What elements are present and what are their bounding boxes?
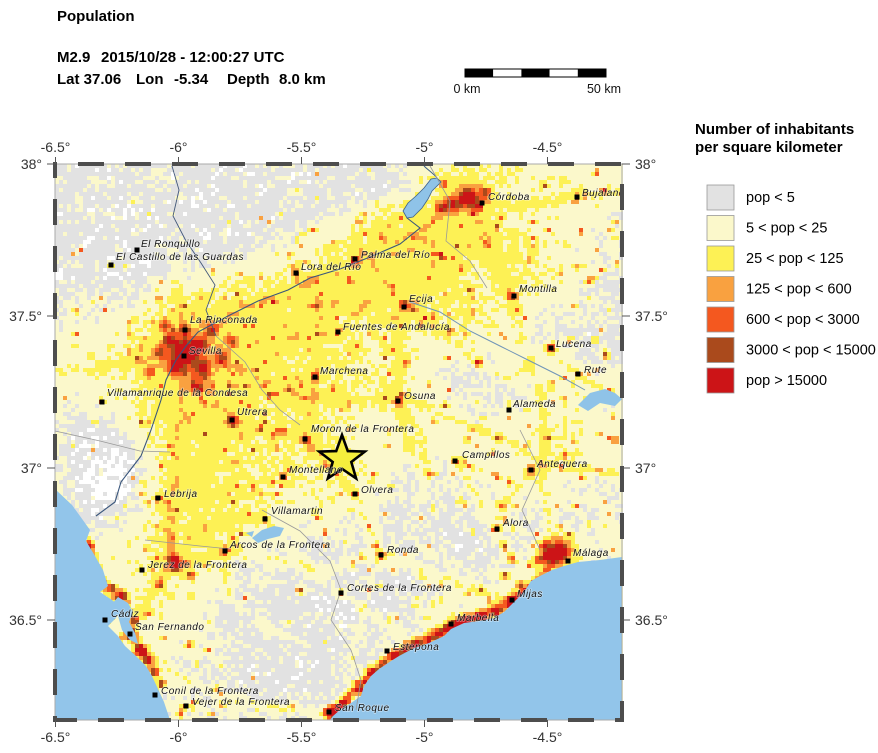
svg-text:Marchena: Marchena (320, 366, 368, 377)
svg-text:37°: 37° (21, 460, 42, 476)
svg-text:Lora del Río: Lora del Río (301, 262, 361, 273)
svg-text:-6.5°: -6.5° (41, 139, 71, 155)
svg-text:-5°: -5° (415, 139, 433, 155)
svg-text:37.5°: 37.5° (9, 308, 42, 324)
svg-text:El Ronquillo: El Ronquillo (141, 239, 200, 250)
svg-text:Villamanrique de la Condesa: Villamanrique de la Condesa (107, 388, 248, 399)
svg-text:San Fernando: San Fernando (135, 622, 204, 633)
svg-text:Number of inhabitants: Number of inhabitants (695, 121, 854, 138)
svg-text:Cortes de la Frontera: Cortes de la Frontera (347, 583, 452, 594)
svg-text:Villamartin: Villamartin (271, 506, 323, 517)
svg-text:per square kilometer: per square kilometer (695, 139, 843, 156)
svg-text:Málaga: Málaga (573, 548, 609, 559)
svg-text:Vejer de la Frontera: Vejer de la Frontera (192, 697, 290, 708)
svg-text:San Roque: San Roque (335, 703, 390, 714)
svg-text:36.5°: 36.5° (635, 612, 668, 628)
svg-text:50 km: 50 km (587, 82, 621, 96)
svg-text:Lebrija: Lebrija (164, 489, 198, 500)
svg-text:Cádiz: Cádiz (111, 609, 139, 620)
svg-text:Rute: Rute (584, 365, 607, 376)
svg-text:-6°: -6° (169, 139, 187, 155)
svg-text:La Rinconada: La Rinconada (190, 315, 258, 326)
svg-text:-6.5°: -6.5° (41, 729, 71, 745)
svg-text:3000 < pop < 15000: 3000 < pop < 15000 (746, 343, 876, 359)
svg-text:-6°: -6° (169, 729, 187, 745)
svg-text:Sevilla: Sevilla (189, 346, 222, 357)
svg-text:125 < pop < 600: 125 < pop < 600 (746, 282, 852, 298)
svg-text:Montilla: Montilla (519, 284, 557, 295)
svg-text:38°: 38° (635, 156, 656, 172)
svg-text:Ronda: Ronda (387, 545, 419, 556)
svg-text:Mijas: Mijas (517, 589, 543, 600)
svg-text:Estepona: Estepona (393, 642, 439, 653)
svg-text:37°: 37° (635, 460, 656, 476)
svg-text:-4.5°: -4.5° (533, 729, 563, 745)
svg-text:Alora: Alora (502, 518, 529, 529)
svg-text:El Castillo de las Guardas: El Castillo de las Guardas (116, 252, 244, 263)
svg-text:Utrera: Utrera (237, 407, 268, 418)
svg-text:Conil de la Frontera: Conil de la Frontera (161, 686, 259, 697)
svg-text:Arcos de la Frontera: Arcos de la Frontera (229, 540, 331, 551)
svg-text:pop < 5: pop < 5 (746, 190, 795, 206)
svg-text:Córdoba: Córdoba (488, 192, 530, 203)
svg-text:25 < pop < 125: 25 < pop < 125 (746, 251, 844, 267)
svg-text:38°: 38° (21, 156, 42, 172)
svg-text:5 < pop < 25: 5 < pop < 25 (746, 221, 827, 237)
svg-text:37.5°: 37.5° (635, 308, 668, 324)
svg-text:Moron de la Frontera: Moron de la Frontera (311, 424, 414, 435)
svg-text:Marbella: Marbella (457, 613, 499, 624)
svg-text:-4.5°: -4.5° (533, 139, 563, 155)
svg-text:0 km: 0 km (453, 82, 480, 96)
svg-text:Olvera: Olvera (361, 485, 393, 496)
svg-text:pop > 15000: pop > 15000 (746, 373, 827, 389)
svg-text:Palma del Río: Palma del Río (361, 250, 430, 261)
svg-text:Ecija: Ecija (409, 294, 433, 305)
svg-text:-5°: -5° (415, 729, 433, 745)
svg-text:Fuentes de Andalucía: Fuentes de Andalucía (343, 322, 450, 333)
svg-text:600 < pop < 3000: 600 < pop < 3000 (746, 312, 860, 328)
svg-text:Antequera: Antequera (536, 459, 588, 470)
svg-text:Montellano: Montellano (289, 465, 343, 476)
svg-text:Alameda: Alameda (512, 399, 556, 410)
svg-text:Population: Population (57, 8, 135, 25)
svg-text:Osuna: Osuna (404, 391, 436, 402)
svg-text:Jerez de la Frontera: Jerez de la Frontera (147, 560, 248, 571)
svg-text:Lucena: Lucena (556, 339, 592, 350)
svg-text:-5.5°: -5.5° (287, 729, 317, 745)
svg-text:Bujalance: Bujalance (582, 188, 630, 199)
svg-text:36.5°: 36.5° (9, 612, 42, 628)
svg-text:-5.5°: -5.5° (287, 139, 317, 155)
svg-text:Campillos: Campillos (462, 450, 510, 461)
